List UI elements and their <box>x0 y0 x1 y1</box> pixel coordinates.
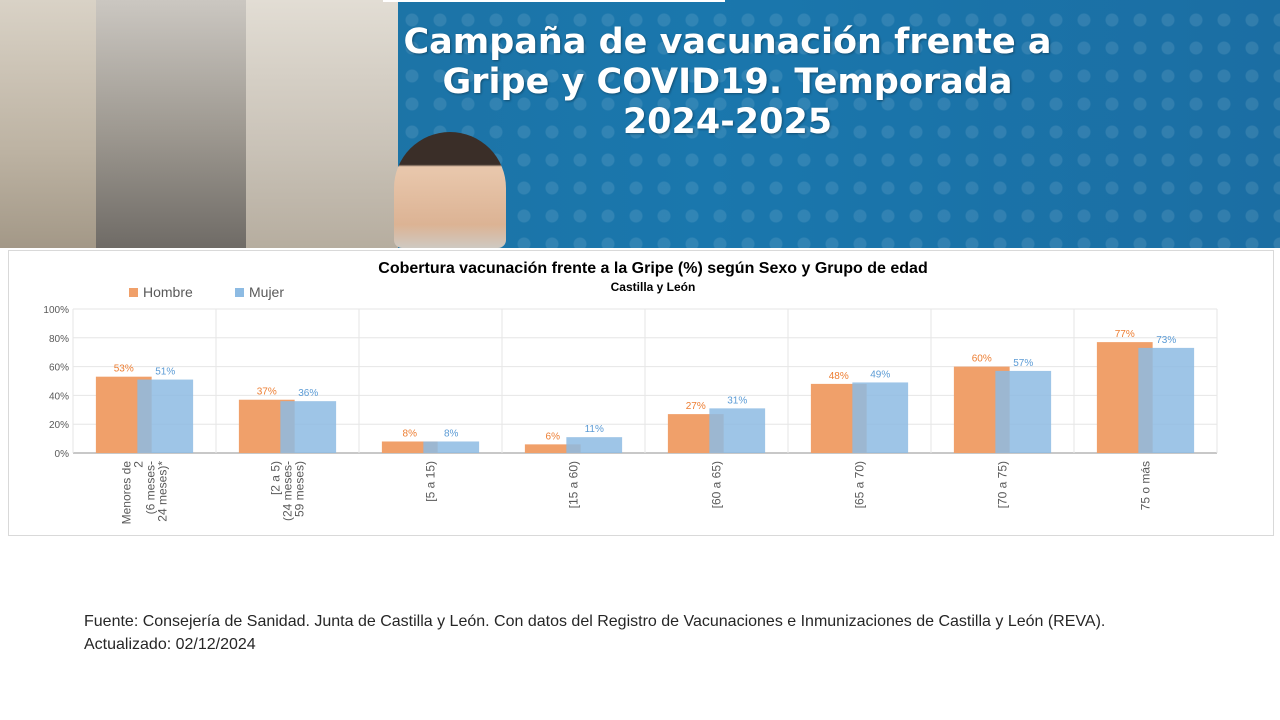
bar-mujer <box>280 401 337 453</box>
y-tick-label: 0% <box>55 449 70 460</box>
y-tick-label: 100% <box>43 305 69 316</box>
data-label-hombre: 27% <box>686 401 706 412</box>
banner-title-line-3: 2024-2025 <box>622 102 833 142</box>
x-tick-label-line: 2 <box>132 461 146 468</box>
banner-title-line-1: Campaña de vacunación frente a <box>403 22 1052 62</box>
data-label-mujer: 8% <box>444 428 459 439</box>
data-label-mujer: 36% <box>298 388 318 399</box>
data-label-mujer: 57% <box>1013 358 1033 369</box>
x-tick-label-line: 24 meses)* <box>156 461 170 522</box>
x-tick-label-line: [15 a 60) <box>567 461 581 508</box>
bar-mujer <box>1138 347 1195 453</box>
source-note: Fuente: Consejería de Sanidad. Junta de … <box>84 613 1106 630</box>
legend-label-hombre: Hombre <box>143 284 193 300</box>
x-tick-label-line: [5 a 15) <box>424 461 438 502</box>
data-label-hombre: 8% <box>403 428 418 439</box>
banner-title-line-2: Gripe y COVID19. Temporada <box>442 62 1013 102</box>
y-tick-label: 60% <box>49 363 69 374</box>
bar-hombre <box>524 444 581 453</box>
x-tick-label: [2 a 5)(24 meses-59 meses) <box>269 461 307 521</box>
y-tick-label: 80% <box>49 334 69 345</box>
x-tick-label-line: [60 a 65) <box>710 461 724 508</box>
y-tick-label: 20% <box>49 420 69 431</box>
data-label-hombre: 37% <box>257 387 277 398</box>
footer: Fuente: Consejería de Sanidad. Junta de … <box>84 610 1264 656</box>
bar-mujer <box>852 382 909 453</box>
x-tick-label: [65 a 70) <box>853 461 867 508</box>
bar-hombre <box>381 441 438 453</box>
x-tick-label-line: 59 meses) <box>293 461 307 517</box>
header-banner: Campaña de vacunación frente a Gripe y C… <box>0 0 1280 248</box>
banner-photo-woman <box>0 0 98 248</box>
data-label-hombre: 77% <box>1115 329 1135 340</box>
banner-photo-man <box>96 0 248 248</box>
bar-mujer <box>566 437 623 453</box>
data-label-hombre: 53% <box>114 364 134 375</box>
legend-swatch-hombre <box>129 288 138 297</box>
bar-mujer <box>137 379 194 453</box>
banner-photo-child <box>394 132 506 248</box>
data-label-mujer: 11% <box>585 424 604 435</box>
x-tick-label: 75 o más <box>1139 461 1153 510</box>
data-label-hombre: 48% <box>829 371 849 382</box>
x-tick-label-line: (24 meses- <box>281 461 295 521</box>
x-tick-label: Menores de2(6 meses-24 meses)* <box>120 461 170 525</box>
legend-label-mujer: Mujer <box>249 284 284 300</box>
banner-title: Campaña de vacunación frente a Gripe y C… <box>255 22 1200 142</box>
chart-subtitle: Castilla y León <box>611 280 696 294</box>
data-label-mujer: 51% <box>155 367 175 378</box>
x-tick-label-line: Menores de <box>120 461 134 525</box>
data-label-hombre: 60% <box>972 354 992 365</box>
legend-swatch-mujer <box>235 288 244 297</box>
data-label-hombre: 6% <box>546 431 561 442</box>
bar-mujer <box>995 370 1052 453</box>
bar-mujer <box>423 441 480 453</box>
y-tick-label: 40% <box>49 391 69 402</box>
data-label-mujer: 73% <box>1156 335 1176 346</box>
chart-container: Cobertura vacunación frente a la Gripe (… <box>8 250 1274 536</box>
banner-top-line <box>383 0 725 2</box>
x-tick-label: [60 a 65) <box>710 461 724 508</box>
x-tick-label-line: [2 a 5) <box>269 461 283 495</box>
x-tick-label-line: [70 a 75) <box>996 461 1010 508</box>
x-tick-label-line: 75 o más <box>1139 461 1153 510</box>
x-tick-label-line: [65 a 70) <box>853 461 867 508</box>
bar-mujer <box>709 408 766 453</box>
chart-title: Cobertura vacunación frente a la Gripe (… <box>378 260 927 277</box>
banner-photo-young-woman <box>246 0 398 248</box>
data-label-mujer: 31% <box>727 395 747 406</box>
x-tick-label: [5 a 15) <box>424 461 438 502</box>
bar-chart: Cobertura vacunación frente a la Gripe (… <box>43 260 1218 525</box>
x-tick-label-line: (6 meses- <box>144 461 158 514</box>
data-label-mujer: 49% <box>870 369 890 380</box>
updated-date: Actualizado: 02/12/2024 <box>84 636 256 653</box>
x-tick-label: [15 a 60) <box>567 461 581 508</box>
x-tick-label: [70 a 75) <box>996 461 1010 508</box>
